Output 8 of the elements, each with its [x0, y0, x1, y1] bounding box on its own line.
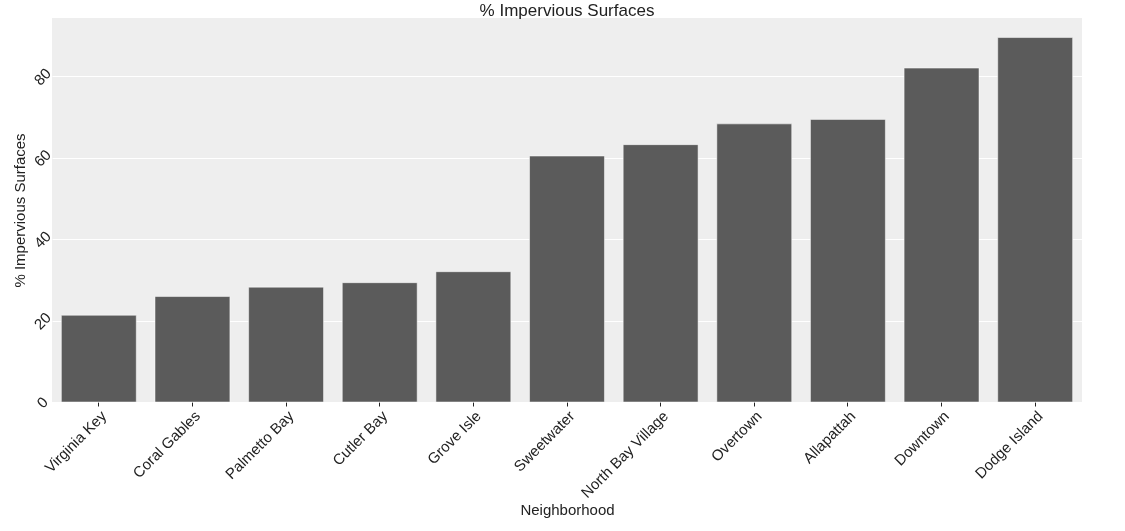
y-tick-label: 20	[30, 308, 55, 333]
y-tick-label: 0	[33, 393, 52, 412]
chart-title: % Impervious Surfaces	[479, 1, 655, 20]
y-tick-label: 40	[30, 227, 55, 252]
y-axis-title: % Impervious Surfaces	[10, 133, 28, 288]
x-axis-title: Neighborhood	[520, 500, 615, 518]
y-tick-label: 60	[30, 145, 55, 170]
y-tick-label: 80	[30, 64, 55, 89]
